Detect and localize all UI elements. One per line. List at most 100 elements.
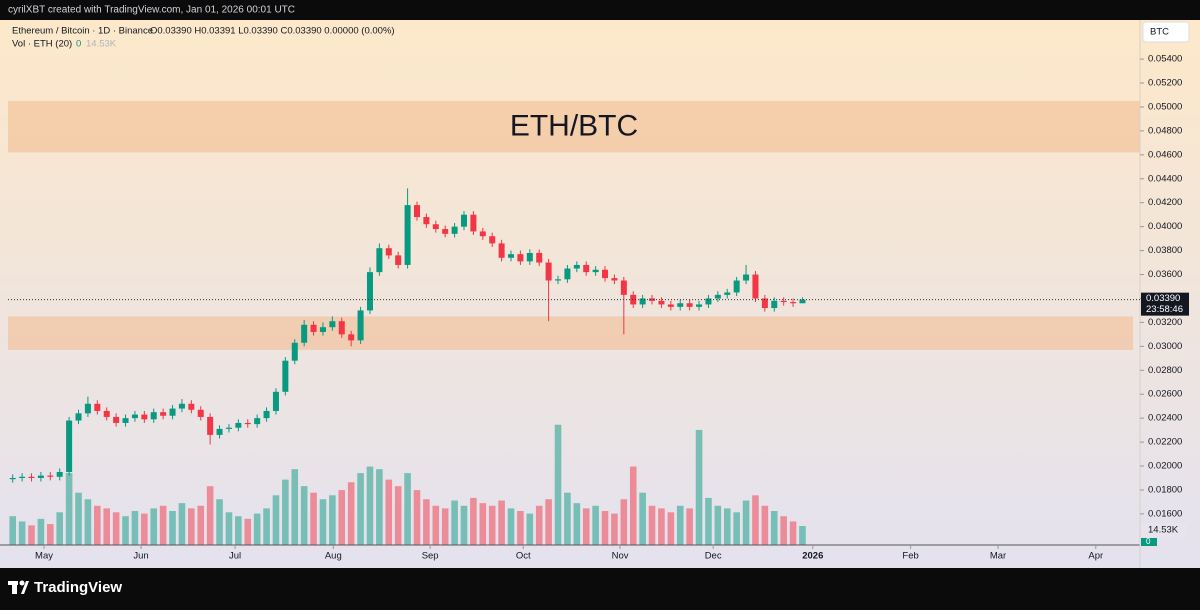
candle-body (677, 303, 684, 307)
volume-bar (329, 495, 336, 545)
volume-bar (9, 516, 16, 545)
y-tick-label: 0.01600 (1148, 508, 1182, 519)
volume-bar (131, 511, 139, 545)
volume-bar (75, 492, 82, 545)
candle-body (696, 304, 703, 307)
x-tick-label: Jun (133, 551, 148, 562)
volume-title: Vol · ETH (20) (12, 39, 72, 50)
candle-body (705, 298, 712, 305)
logo (8, 580, 29, 594)
y-tick-label: 0.05200 (1148, 78, 1182, 89)
attribution: cyrilXBT created with TradingView.com, J… (8, 5, 295, 16)
plot-area: ETH/BTC (8, 100, 1140, 545)
y-tick-label: 0.05400 (1148, 54, 1182, 65)
volume-bar (799, 526, 806, 545)
volume-bar (206, 486, 214, 545)
volume-bar (742, 500, 750, 545)
volume-bar (789, 521, 797, 545)
x-tick-label: Apr (1088, 551, 1103, 562)
bottom-bar (0, 568, 1200, 610)
candle-body (207, 416, 214, 435)
volume-bar (310, 492, 317, 545)
y-tick-label: 0.04200 (1148, 197, 1182, 208)
candle-body (573, 264, 580, 269)
candle-body (470, 214, 477, 232)
last-price-label: 0.03390 (1146, 293, 1180, 304)
candle-body (639, 298, 646, 305)
candle-body (611, 278, 618, 281)
candle-body (113, 416, 120, 423)
last-price-box (1141, 292, 1189, 316)
candle-body (404, 205, 411, 265)
volume-axis-label: 14.53K (1148, 525, 1179, 536)
volume-bar (573, 503, 581, 545)
volume-bar (488, 505, 496, 545)
candle-body (56, 471, 63, 477)
volume-bar (112, 512, 120, 545)
volume-bar (347, 482, 355, 545)
candle-body (743, 274, 750, 281)
candle-body (630, 294, 637, 305)
candle-body (517, 254, 524, 262)
candle-body (489, 236, 496, 244)
candle-body (37, 475, 44, 478)
currency-button[interactable] (1142, 21, 1190, 43)
candle-body (592, 269, 599, 273)
volume-bar (451, 500, 458, 545)
volume-bar (592, 505, 599, 545)
volume-bar (159, 505, 167, 545)
volume-bar (263, 508, 270, 545)
volume-bar (752, 495, 759, 545)
volume-bar (65, 473, 73, 545)
volume-bar (582, 508, 590, 545)
candle-body (319, 327, 326, 332)
volume-bar (235, 516, 242, 545)
volume-bar (545, 499, 552, 545)
candle-body (9, 477, 16, 480)
volume-bar (535, 505, 543, 545)
symbol: Ethereum / Bitcoin · 1D · Binance (12, 26, 153, 37)
volume-ma-axis-label: 0 (1146, 537, 1151, 546)
volume-bar (291, 469, 299, 545)
candle-body (460, 214, 468, 227)
volume-bar (244, 518, 252, 545)
candle-body (301, 324, 308, 343)
volume-bar (733, 512, 740, 545)
y-tick-label: 0.03000 (1148, 341, 1182, 352)
y-tick-label: 0.04400 (1148, 173, 1182, 184)
y-tick-label: 0.05000 (1148, 101, 1182, 112)
volume-bar (47, 524, 54, 545)
volume-bar (686, 508, 693, 545)
volume-bar (272, 495, 280, 545)
candle-body (84, 403, 91, 414)
candle-body (545, 262, 552, 281)
volume-bar (441, 508, 449, 545)
volume-bar (319, 499, 327, 545)
volume-bar (188, 508, 195, 545)
volume-bar (554, 424, 562, 545)
volume-bar (620, 499, 628, 545)
candle-body (583, 264, 590, 273)
candle-body (733, 280, 740, 293)
volume-bar (122, 516, 129, 545)
zone (8, 316, 1133, 350)
countdown: 23:58:46 (1146, 304, 1183, 315)
x-tick-label: May (35, 551, 53, 562)
volume-bar (723, 508, 731, 545)
y-tick-label: 0.03800 (1148, 245, 1182, 256)
candle-body (761, 298, 768, 309)
candle-body (498, 243, 505, 258)
candle-body (66, 420, 73, 472)
x-tick-label: Mar (990, 551, 1006, 562)
candle-body (658, 300, 665, 305)
volume-bar (714, 505, 722, 545)
volume-bar (780, 516, 787, 545)
candle-body (442, 229, 449, 234)
volume-bar (178, 503, 186, 545)
volume-bar (507, 508, 515, 545)
volume-bar (667, 512, 675, 545)
volume-bar (432, 505, 440, 545)
candle-body (413, 205, 420, 218)
volume-bar (253, 513, 261, 545)
candle-body (131, 414, 138, 419)
